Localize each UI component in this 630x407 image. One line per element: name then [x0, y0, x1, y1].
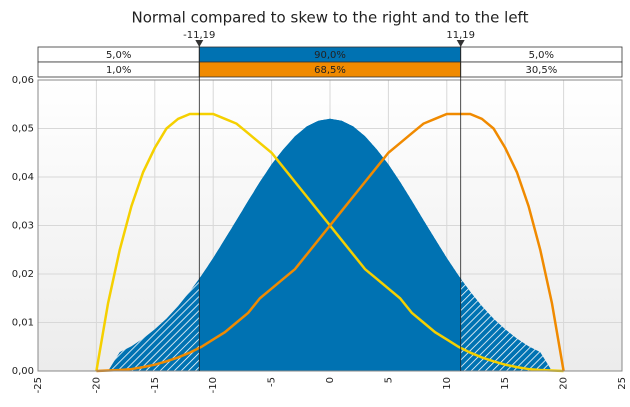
band-label: 1,0%: [106, 65, 131, 76]
x-tick-label: 25: [617, 377, 628, 390]
y-tick-label: 0,05: [12, 124, 34, 135]
line: [96, 112, 565, 373]
band-label: 5,0%: [529, 50, 554, 61]
y-tick-label: 0,03: [12, 221, 34, 232]
x-tick-label: -10: [208, 377, 219, 393]
delimiter-label: 11,19: [446, 30, 475, 41]
delimiter-marker: [456, 40, 465, 47]
band-label: 5,0%: [106, 50, 131, 61]
y-tick-label: 0,01: [12, 318, 34, 329]
x-tick-label: 10: [442, 377, 453, 390]
x-tick-label: -20: [91, 377, 102, 393]
x-tick-label: -5: [267, 377, 278, 387]
x-tick-label: 5: [383, 377, 394, 383]
plot-border: [37, 79, 623, 372]
band-label: 30,5%: [525, 65, 557, 76]
chart-title: Normal compared to skew to the right and…: [132, 9, 529, 27]
x-tick-label: 20: [559, 377, 570, 390]
delimiter-label: -11,19: [183, 30, 215, 41]
x-tick-label: 15: [500, 377, 511, 390]
delimiter-marker: [195, 40, 204, 47]
area: [199, 118, 461, 371]
x-tick-label: 0: [325, 377, 336, 383]
y-tick-label: 0,02: [12, 269, 34, 280]
x-tick-label: -25: [33, 377, 44, 393]
band-label: 90,0%: [314, 50, 346, 61]
y-tick-label: 0,06: [12, 75, 34, 86]
y-tick-label: 0,00: [12, 366, 34, 377]
y-tick-label: 0,04: [12, 172, 34, 183]
band-label: 68,5%: [314, 65, 346, 76]
x-tick-label: -15: [150, 377, 161, 393]
